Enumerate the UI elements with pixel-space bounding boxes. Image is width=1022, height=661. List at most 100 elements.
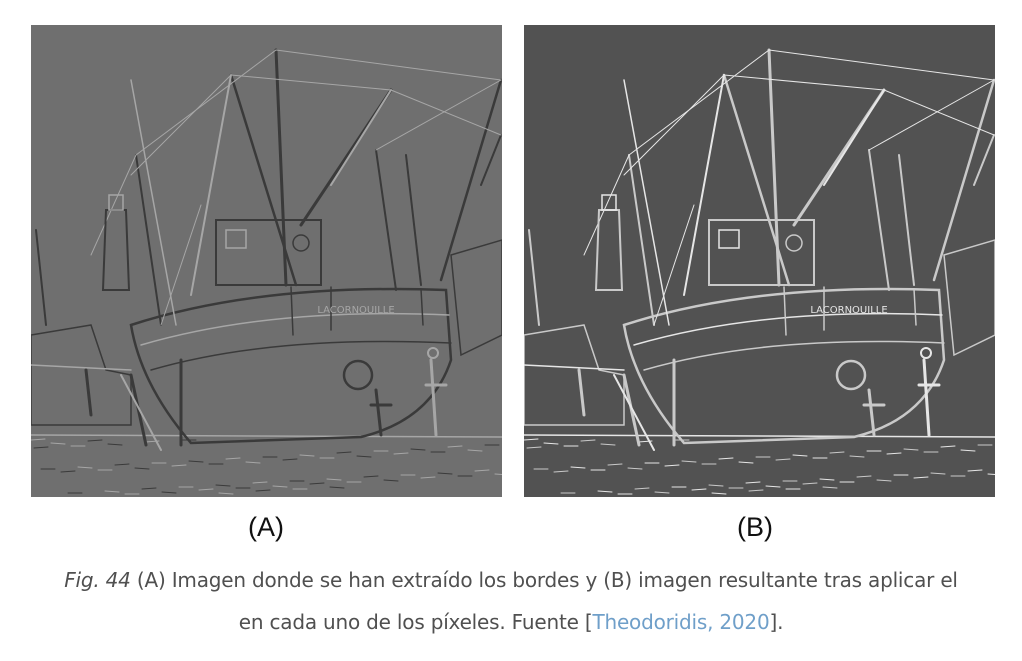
rigging [330,89,392,186]
rigging-line [583,154,630,256]
mast [973,134,995,186]
rigging-line [90,154,137,256]
mast [229,73,298,287]
hull-edge [643,340,945,371]
ground-edge [829,451,845,454]
support-post [613,374,655,451]
cabin-outline [708,219,815,286]
mast [868,149,890,291]
caption-text-2: en cada uno de los píxeles. Fuente [ [238,610,593,634]
ground-edge [171,464,187,467]
ground-edge [474,469,490,472]
ground-edge [134,467,150,470]
ground-edge [792,454,808,457]
ground-edge [607,463,623,466]
ground-edge [708,484,724,487]
ground-edge [940,445,956,448]
ground-edge [524,438,539,441]
mast [683,74,725,296]
mast [405,154,422,286]
ground-edge [467,449,483,452]
panel-label-a: (A) [248,512,284,542]
ground-edge [570,466,586,469]
ground-edge [634,487,650,490]
lighthouse-lamp [601,194,617,211]
ground-edge [876,479,892,482]
life-ring [342,359,374,391]
mast [439,78,502,282]
support-post [577,368,586,417]
ground-edge [363,475,379,478]
cabin-window [718,229,740,249]
shore-building [524,324,625,426]
ground-edge [654,491,670,494]
ground-edge [50,442,66,445]
lighthouse [101,209,131,291]
ground-edge [913,476,929,479]
ground-edge [252,481,268,484]
ground-edge [691,488,707,491]
rigging-line [768,49,995,81]
boat-image-a: LACORNOUILLE [31,48,502,495]
ground-edge [33,446,49,449]
ground-edge [987,473,995,476]
pole [528,229,540,326]
reference-link[interactable]: Theodoridis, 2020 [592,610,770,634]
hull-outline [129,287,453,445]
life-ring [835,359,867,391]
worker-figure [862,388,886,437]
ground-edge [326,478,342,481]
ground-edge [856,475,872,478]
ground-line [524,434,995,438]
ground-edge [600,443,616,446]
rigging [823,89,885,186]
ground-edge [960,449,976,452]
ground-edge [543,442,559,445]
support-post [622,373,641,447]
figure-caption-line2: en cada uno de los píxeles. Fuente [Theo… [0,610,1022,634]
ground-edge [161,491,177,494]
shore-building [31,324,132,426]
mast [932,78,995,282]
right-boat [450,239,502,357]
boat-name: LACORNOUILLE [317,305,394,316]
ground-edge [718,457,734,460]
rigging-line [868,79,995,151]
ground-edge [107,443,123,446]
ground-edge [218,492,234,495]
ground-edge [494,473,502,476]
ground-edge [681,460,697,463]
ground-edge [114,463,130,466]
rigging-line [623,74,725,176]
hull-edge [140,312,450,346]
ground-edge [336,451,352,454]
image-panel-b: LACORNOUILLE [524,25,995,497]
rigging-line [275,49,502,81]
hull-edge [150,340,452,371]
ground-edge [886,452,902,455]
ground-edge [215,484,231,487]
cabin-window [225,229,247,249]
ground-edge [711,492,727,495]
ground-edge [597,490,613,493]
mast [375,149,397,291]
lighthouse-lamp [108,194,124,211]
ground-edge [198,488,214,491]
ground-edge [393,452,409,455]
ground-edge [849,455,865,458]
boat-image-b: LACORNOUILLE [524,48,995,495]
ground-edge [748,489,764,492]
mast [722,73,791,287]
ground-edge [627,467,643,470]
mast [190,74,232,296]
shore-edge [524,364,625,371]
ground-edge [299,454,315,457]
rigging-line [135,49,277,156]
rigging-line [723,74,885,91]
support-post [129,373,148,447]
pole [35,229,47,326]
ground-line [31,434,502,438]
rigging-line [375,79,502,151]
lighthouse [594,209,624,291]
ground-edge [580,439,596,442]
